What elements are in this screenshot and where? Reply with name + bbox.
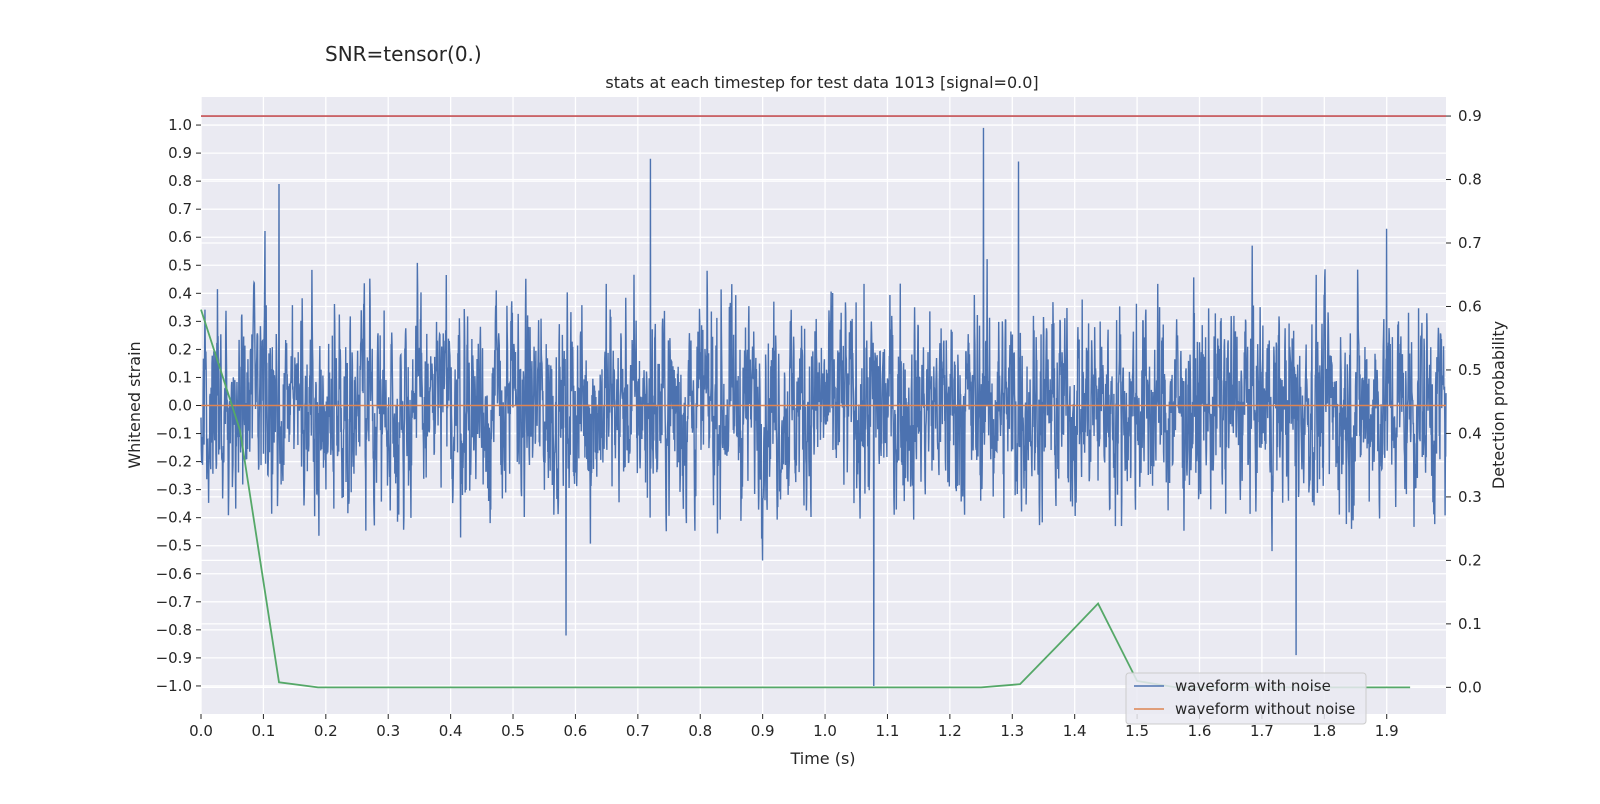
suptitle: SNR=tensor(0.) (325, 42, 482, 66)
y-tick-label: 0.5 (168, 256, 192, 274)
y-right-tick-label: 0.6 (1458, 297, 1482, 315)
x-tick-label: 0.1 (251, 722, 275, 740)
x-tick-label: 0.8 (688, 722, 712, 740)
y-right-tick-label: 0.4 (1458, 424, 1482, 442)
x-axis-ticks: 0.0 0.1 0.2 0.3 0.4 0.5 0.6 0.7 0.8 0.9 1.0 1.1 1.2 1… (189, 714, 1399, 740)
y-tick-label: −0.5 (156, 537, 192, 555)
x-tick-label: 1.2 (938, 722, 962, 740)
y-right-tick-label: 0.8 (1458, 171, 1482, 189)
y-tick-label: 0.0 (168, 397, 192, 415)
y-right-tick-label: 0.3 (1458, 488, 1482, 506)
x-tick-label: 0.2 (314, 722, 338, 740)
y-right-tick-label: 0.1 (1458, 615, 1482, 633)
x-tick-label: 1.6 (1188, 722, 1212, 740)
y-right-tick-label: 0.0 (1458, 678, 1482, 696)
x-tick-label: 0.3 (376, 722, 400, 740)
y-tick-label: −0.1 (156, 425, 192, 443)
y-tick-label: −0.2 (156, 453, 192, 471)
y-tick-label: 0.8 (168, 172, 192, 190)
y-tick-label: 0.6 (168, 228, 192, 246)
y-tick-label: −0.9 (156, 649, 192, 667)
y-tick-label: −1.0 (156, 677, 192, 695)
x-tick-label: 1.0 (813, 722, 837, 740)
y-right-axis-label: Detection probability (1489, 321, 1508, 489)
y-right-tick-label: 0.9 (1458, 107, 1482, 125)
chart-title: stats at each timestep for test data 101… (605, 73, 1038, 92)
y-tick-label: −0.6 (156, 565, 192, 583)
x-tick-label: 1.8 (1312, 722, 1336, 740)
legend: waveform with noise waveform without noi… (1125, 672, 1367, 725)
x-tick-label: 1.3 (1000, 722, 1024, 740)
y-right-tick-label: 0.5 (1458, 361, 1482, 379)
y-tick-label: 0.7 (168, 200, 192, 218)
y-tick-label: 1.0 (168, 116, 192, 134)
legend-box (1125, 672, 1367, 725)
y-tick-label: −0.8 (156, 621, 192, 639)
y-right-tick-label: 0.2 (1458, 551, 1482, 569)
y-tick-label: −0.3 (156, 481, 192, 499)
legend-label-noise: waveform with noise (1175, 677, 1331, 695)
x-tick-label: 0.4 (439, 722, 463, 740)
x-tick-label: 0.9 (751, 722, 775, 740)
x-tick-label: 1.4 (1063, 722, 1087, 740)
y-right-axis-ticks: 0.9 0.8 0.7 0.6 0.5 0.4 0.3 0.2 0.1 0.0 (1446, 107, 1482, 696)
y-axis-ticks: 1.0 0.9 0.8 0.7 0.6 0.5 0.4 0.3 0.2 0.1 0.0 −0.1 −0.… (156, 116, 201, 695)
y-right-tick-label: 0.7 (1458, 234, 1482, 252)
x-axis-label: Time (s) (789, 749, 855, 768)
x-tick-label: 0.6 (564, 722, 588, 740)
y-tick-label: −0.7 (156, 593, 192, 611)
y-axis-label: Whitened strain (125, 341, 144, 468)
x-tick-label: 0.5 (501, 722, 525, 740)
x-tick-label: 1.7 (1250, 722, 1274, 740)
y-tick-label: 0.2 (168, 340, 192, 358)
x-tick-label: 1.5 (1125, 722, 1149, 740)
y-tick-label: 0.4 (168, 284, 192, 302)
series-waveform-with-noise (200, 127, 1447, 686)
y-tick-label: 0.1 (168, 368, 192, 386)
x-tick-label: 1.1 (876, 722, 900, 740)
x-tick-label: 1.9 (1375, 722, 1399, 740)
y-tick-label: −0.4 (156, 509, 192, 527)
x-tick-label: 0.0 (189, 722, 213, 740)
legend-label-clean: waveform without noise (1175, 700, 1355, 718)
y-tick-label: 0.3 (168, 312, 192, 330)
x-tick-label: 0.7 (626, 722, 650, 740)
y-tick-label: 0.9 (168, 144, 192, 162)
